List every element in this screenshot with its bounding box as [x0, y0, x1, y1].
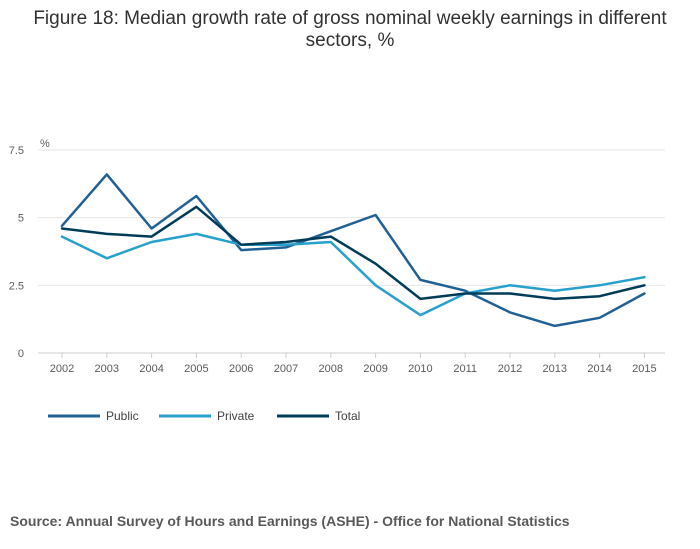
- series-lines: [59, 171, 647, 329]
- data-point-public[interactable]: [193, 193, 199, 199]
- chart-title: Figure 18: Median growth rate of gross n…: [33, 8, 667, 51]
- data-point-private[interactable]: [193, 231, 199, 237]
- data-point-public[interactable]: [149, 225, 155, 231]
- data-point-private[interactable]: [597, 282, 603, 288]
- y-axis: 0 2.5 5 7.5: [9, 145, 24, 360]
- legend-label-public[interactable]: Public: [106, 409, 139, 423]
- x-tick-label: 2009: [363, 363, 387, 375]
- data-point-total[interactable]: [597, 293, 603, 299]
- x-tick-label: 2013: [543, 363, 567, 375]
- series-line-total[interactable]: [60, 205, 646, 301]
- data-point-total[interactable]: [641, 282, 647, 288]
- y-tick-label: 7.5: [9, 145, 24, 157]
- data-point-total[interactable]: [59, 225, 65, 231]
- legend: Public Private Total: [48, 409, 360, 423]
- data-point-total[interactable]: [149, 234, 155, 240]
- data-point-total[interactable]: [507, 290, 513, 296]
- y-axis-unit-label: %: [40, 138, 50, 150]
- data-point-public[interactable]: [328, 228, 334, 234]
- source-note: Source: Annual Survey of Hours and Earni…: [10, 513, 570, 529]
- data-point-total[interactable]: [373, 261, 379, 267]
- data-point-total[interactable]: [238, 242, 244, 248]
- data-point-total[interactable]: [328, 234, 334, 240]
- legend-label-private[interactable]: Private: [217, 409, 255, 423]
- y-tick-label: 0: [18, 348, 24, 360]
- x-tick-label: 2002: [50, 363, 74, 375]
- legend-label-total[interactable]: Total: [335, 409, 360, 423]
- series-line-private[interactable]: [60, 232, 646, 317]
- x-tick-label: 2003: [95, 363, 119, 375]
- data-point-total[interactable]: [104, 231, 110, 237]
- data-point-private[interactable]: [417, 312, 423, 318]
- data-point-total[interactable]: [283, 239, 289, 245]
- data-point-public[interactable]: [507, 309, 513, 315]
- data-point-private[interactable]: [373, 282, 379, 288]
- data-point-private[interactable]: [59, 234, 65, 240]
- data-point-public[interactable]: [104, 171, 110, 177]
- x-tick-label: 2006: [229, 363, 253, 375]
- y-tick-label: 2.5: [9, 280, 24, 292]
- x-tick-label: 2011: [453, 363, 477, 375]
- data-point-private[interactable]: [507, 282, 513, 288]
- data-point-total[interactable]: [193, 204, 199, 210]
- x-tick-label: 2015: [632, 363, 656, 375]
- data-point-total[interactable]: [417, 296, 423, 302]
- data-point-private[interactable]: [104, 255, 110, 261]
- data-point-public[interactable]: [641, 290, 647, 296]
- data-point-public[interactable]: [373, 212, 379, 218]
- y-tick-label: 5: [18, 213, 24, 225]
- data-point-total[interactable]: [552, 296, 558, 302]
- data-point-total[interactable]: [462, 290, 468, 296]
- series-line-public[interactable]: [60, 173, 646, 328]
- data-point-private[interactable]: [552, 288, 558, 294]
- data-point-public[interactable]: [552, 323, 558, 329]
- data-point-public[interactable]: [417, 277, 423, 283]
- data-point-public[interactable]: [238, 247, 244, 253]
- data-point-private[interactable]: [641, 274, 647, 280]
- data-point-private[interactable]: [149, 239, 155, 245]
- x-tick-label: 2012: [498, 363, 522, 375]
- data-point-private[interactable]: [328, 239, 334, 245]
- x-tick-label: 2010: [408, 363, 432, 375]
- x-tick-label: 2014: [587, 363, 611, 375]
- x-tick-label: 2004: [139, 363, 163, 375]
- x-tick-label: 2005: [184, 363, 208, 375]
- x-tick-label: 2008: [319, 363, 343, 375]
- data-point-public[interactable]: [597, 315, 603, 321]
- x-tick-label: 2007: [274, 363, 298, 375]
- x-axis: 2002 2003 2004 2005 2006 2007 2008 2009 2010 2011…: [50, 353, 657, 375]
